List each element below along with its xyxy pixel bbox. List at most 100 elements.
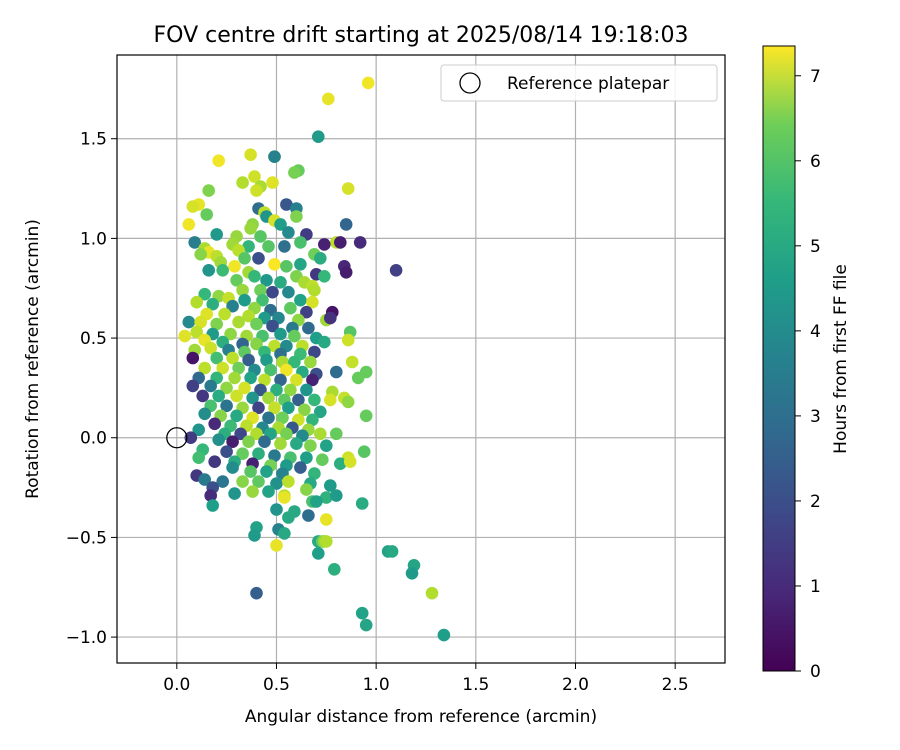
data-point <box>192 451 205 465</box>
x-tick-label: 2.0 <box>562 675 589 695</box>
data-point <box>246 391 259 405</box>
data-point <box>226 461 239 474</box>
data-point <box>302 321 315 335</box>
legend: Reference platepar <box>440 64 718 102</box>
colorbar-label: Hours from first FF file <box>831 264 851 454</box>
data-point <box>306 295 319 309</box>
data-point <box>208 417 221 431</box>
x-axis-title: Angular distance from reference (arcmin) <box>245 707 597 727</box>
x-tick-label: 1.0 <box>363 675 390 695</box>
data-point <box>353 236 367 249</box>
data-point <box>282 401 295 415</box>
y-tick-label: 1.0 <box>80 229 107 249</box>
data-point <box>186 351 200 365</box>
data-point <box>312 130 325 143</box>
data-point <box>318 238 331 251</box>
data-point <box>236 283 249 297</box>
data-point <box>244 371 257 385</box>
data-point <box>361 76 375 90</box>
data-point <box>314 427 327 441</box>
data-point <box>425 586 439 600</box>
x-tick-label: 1.5 <box>462 675 489 695</box>
data-point <box>339 266 353 279</box>
data-point <box>345 355 359 369</box>
data-point <box>220 399 233 413</box>
data-point <box>268 258 281 271</box>
data-point <box>198 287 211 301</box>
data-point <box>266 285 279 299</box>
data-point <box>290 437 303 451</box>
data-points <box>178 76 451 642</box>
data-point <box>248 170 261 183</box>
data-point <box>244 222 257 235</box>
data-point <box>306 413 319 427</box>
data-point <box>182 315 196 329</box>
data-point <box>288 166 301 179</box>
data-point <box>212 433 225 447</box>
data-point <box>230 389 243 403</box>
data-point <box>274 373 287 387</box>
data-point <box>208 455 221 469</box>
data-point <box>250 317 263 331</box>
data-point <box>236 447 249 461</box>
data-point <box>212 389 225 403</box>
data-point <box>218 307 231 321</box>
plot-frame <box>116 54 726 664</box>
data-point <box>250 427 263 441</box>
data-point <box>280 198 293 211</box>
data-point <box>320 491 333 504</box>
y-tick-label: 0.0 <box>80 429 107 449</box>
data-point <box>202 264 215 277</box>
data-point <box>232 361 245 375</box>
data-point <box>290 210 303 223</box>
data-point <box>216 361 229 375</box>
data-point <box>242 309 255 323</box>
data-point <box>186 379 200 393</box>
data-point <box>194 315 207 329</box>
data-point <box>236 475 249 488</box>
data-point <box>282 475 295 488</box>
data-point <box>250 184 263 197</box>
data-point <box>318 335 331 349</box>
data-point <box>216 264 229 277</box>
data-point <box>204 341 217 355</box>
data-point <box>280 260 293 273</box>
data-point <box>300 451 313 465</box>
data-point <box>246 485 259 498</box>
data-point <box>266 176 279 189</box>
colorbar-tick-label: 7 <box>810 67 821 87</box>
data-point <box>334 457 347 471</box>
data-point <box>198 473 211 486</box>
data-point <box>220 381 233 395</box>
data-point <box>228 371 241 385</box>
colorbar-tick-label: 0 <box>810 662 821 682</box>
data-point <box>306 373 319 387</box>
data-point <box>204 379 217 393</box>
legend-label: Reference platepar <box>507 74 669 94</box>
data-point <box>230 409 243 423</box>
data-point <box>236 176 249 189</box>
colorbar-tick-label: 1 <box>810 577 821 597</box>
y-tick-label: 0.5 <box>80 329 107 349</box>
data-point <box>268 449 281 463</box>
data-point <box>232 315 245 329</box>
colorbar-tick-label: 3 <box>810 407 821 427</box>
data-point <box>294 293 307 307</box>
data-point <box>242 435 255 449</box>
data-point <box>262 485 275 498</box>
data-point <box>260 465 273 478</box>
reference-marker-layer <box>166 427 188 449</box>
data-point <box>308 283 321 297</box>
data-point <box>248 270 261 283</box>
data-point <box>280 363 293 377</box>
data-point <box>288 329 301 343</box>
data-point <box>280 427 293 441</box>
data-point <box>226 435 239 449</box>
x-tick-label: 2.5 <box>662 675 689 695</box>
data-point <box>274 437 287 451</box>
colorbar <box>762 45 796 672</box>
data-point <box>226 299 239 313</box>
data-point <box>320 513 333 526</box>
data-point <box>292 393 305 407</box>
data-point <box>270 477 283 490</box>
